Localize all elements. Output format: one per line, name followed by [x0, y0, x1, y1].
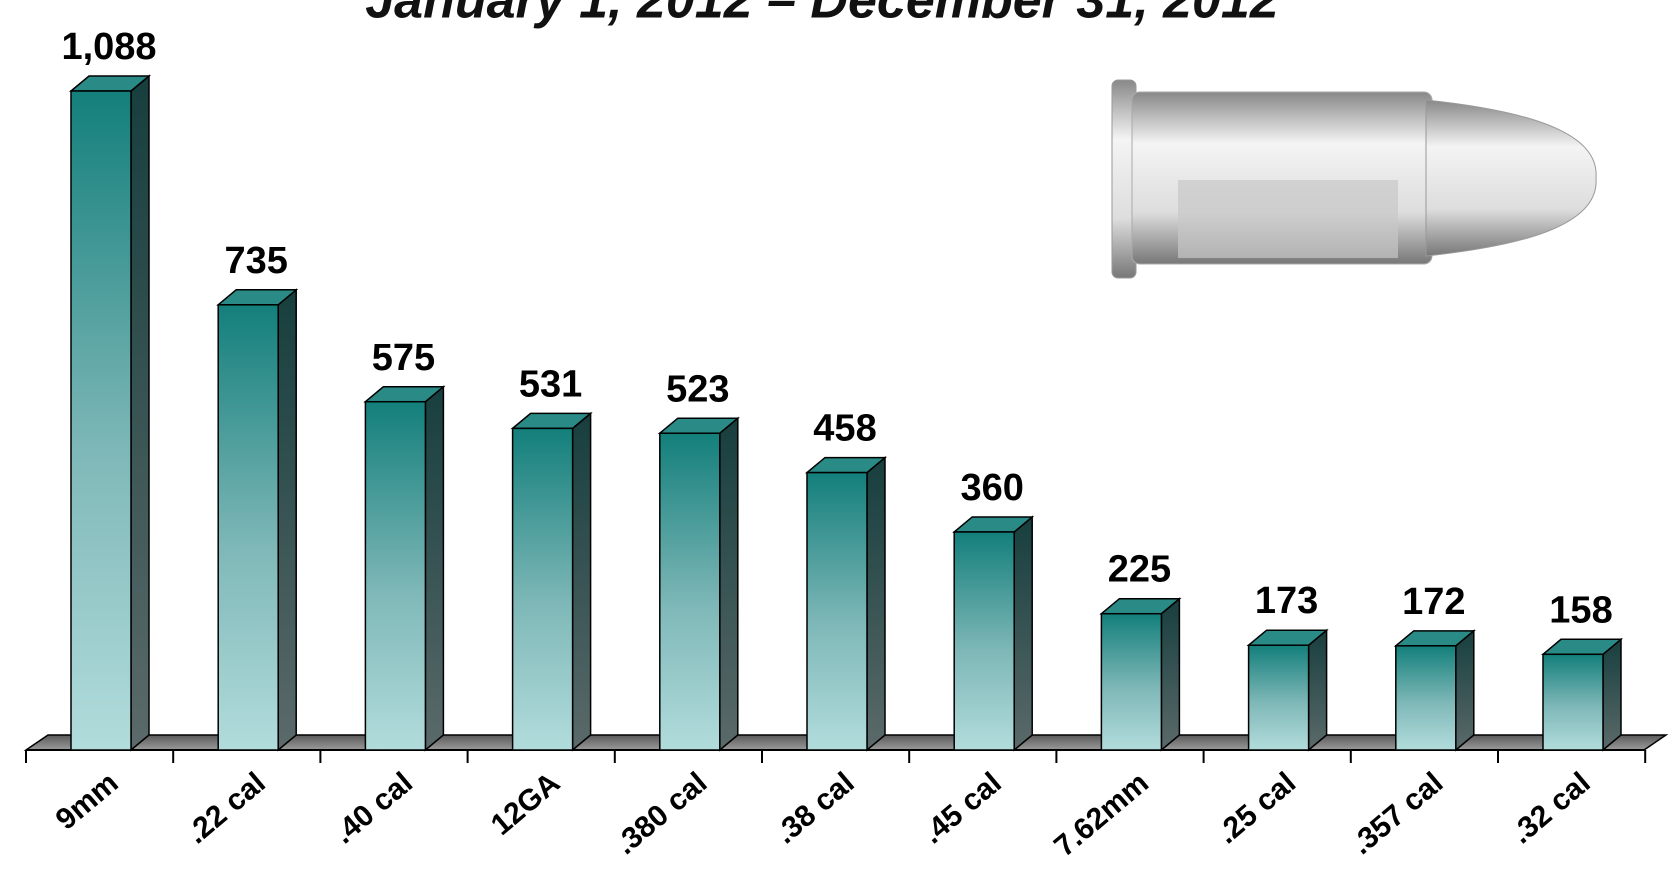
bar-side — [573, 413, 591, 750]
bar — [218, 305, 278, 750]
x-tick-label: .38 cal — [769, 766, 860, 850]
x-tick-label: .45 cal — [916, 766, 1007, 850]
value-label: 360 — [960, 467, 1023, 509]
bar — [365, 402, 425, 750]
bar — [1249, 645, 1309, 750]
bar — [1396, 646, 1456, 750]
x-tick-label: .380 cal — [609, 766, 713, 861]
value-label: 735 — [224, 240, 287, 282]
value-label: 458 — [813, 408, 876, 450]
bar-side — [1456, 631, 1474, 750]
bar — [1543, 654, 1603, 750]
value-label: 225 — [1108, 549, 1171, 591]
bar-side — [425, 387, 443, 750]
bar-side — [1309, 630, 1327, 750]
x-tick-label: .32 cal — [1505, 766, 1596, 850]
x-tick-label: .25 cal — [1211, 766, 1302, 850]
bar-side — [1014, 517, 1032, 750]
bar — [513, 428, 573, 750]
x-tick-label: 12GA — [485, 766, 566, 842]
bar-side — [1603, 639, 1621, 750]
value-label: 523 — [666, 368, 729, 410]
value-label: 173 — [1255, 580, 1318, 622]
bar-side — [278, 290, 296, 750]
bar-side — [867, 458, 885, 750]
x-tick-label: .40 cal — [327, 766, 418, 850]
value-label: 1,088 — [61, 26, 156, 68]
chart-title: January 1, 2012 – December 31, 2012 — [365, 0, 1279, 30]
bar-side — [131, 76, 149, 750]
value-label: 172 — [1402, 581, 1465, 623]
bar — [71, 91, 131, 750]
value-label: 531 — [519, 363, 582, 405]
x-tick-label: .22 cal — [180, 766, 271, 850]
x-tick-label: 9mm — [50, 766, 125, 836]
bar — [1101, 614, 1161, 750]
value-label: 158 — [1549, 589, 1612, 631]
x-tick-label: .357 cal — [1345, 766, 1449, 861]
bar — [807, 473, 867, 750]
value-label: 575 — [372, 337, 435, 379]
chart: January 1, 2012 – December 31, 2012 1,08… — [0, 0, 1672, 888]
page: {"chart_data": {"type": "bar3d", "title"… — [0, 0, 1672, 888]
bar-side — [1161, 599, 1179, 750]
bar-side — [720, 418, 738, 750]
x-tick-label: 7.62mm — [1048, 766, 1155, 863]
bar — [660, 433, 720, 750]
bullet-illustration — [1112, 80, 1596, 278]
bar — [954, 532, 1014, 750]
